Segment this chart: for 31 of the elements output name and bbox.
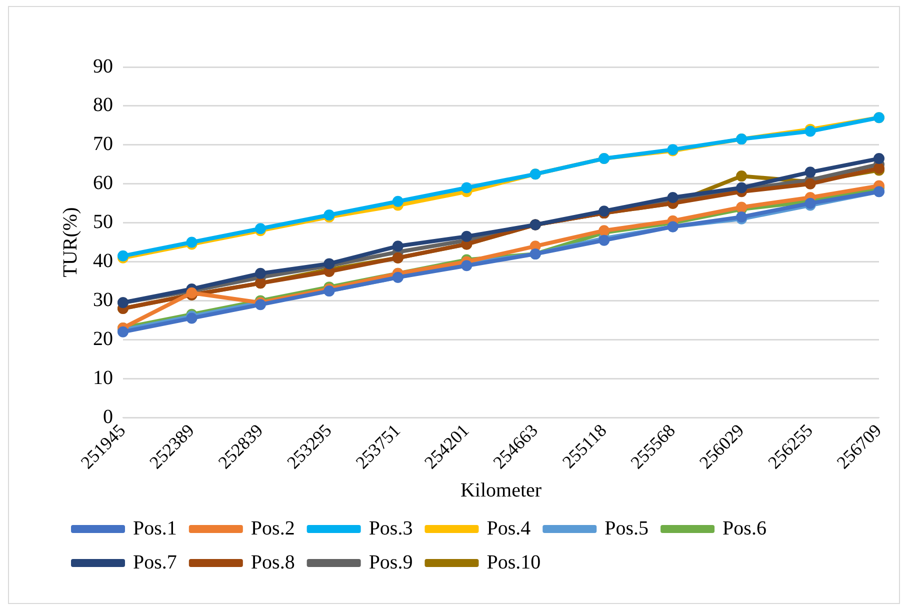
legend-label: Pos.5 xyxy=(604,517,649,540)
point xyxy=(667,192,678,203)
legend-label: Pos.9 xyxy=(368,551,413,574)
y-tick-label: 90 xyxy=(93,55,113,78)
legend-label: Pos.3 xyxy=(368,517,413,540)
point xyxy=(392,196,404,207)
legend-label: Pos.2 xyxy=(250,517,295,540)
y-tick-label: 30 xyxy=(93,288,113,311)
y-tick-label: 60 xyxy=(93,172,113,194)
legend-label: Pos.4 xyxy=(486,517,531,540)
legend-label: Pos.7 xyxy=(133,551,177,574)
y-tick-label: 20 xyxy=(93,328,113,350)
point xyxy=(392,240,404,252)
y-tick-label: 10 xyxy=(93,366,113,389)
x-axis-title: Kilometer xyxy=(460,479,542,502)
y-tick-label: 40 xyxy=(93,250,113,272)
point xyxy=(461,230,472,242)
y-axis-title: TUR(%) xyxy=(59,207,82,278)
point xyxy=(736,170,748,182)
y-tick-label: 70 xyxy=(93,133,113,156)
point xyxy=(461,182,472,194)
point xyxy=(874,153,884,164)
point xyxy=(804,166,816,178)
point xyxy=(254,268,266,279)
y-tick-label: 80 xyxy=(93,94,113,116)
legend-label: Pos.1 xyxy=(133,517,177,540)
y-tick-label: 50 xyxy=(93,211,113,234)
y-tick-label: 0 xyxy=(103,406,113,428)
legend-label: Pos.10 xyxy=(486,551,541,574)
legend-label: Pos.8 xyxy=(250,551,295,574)
legend-label: Pos.6 xyxy=(722,517,766,540)
